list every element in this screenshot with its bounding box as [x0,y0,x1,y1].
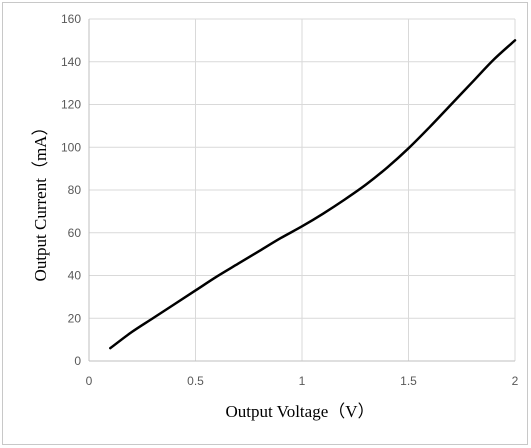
y-tick-label: 100 [61,140,81,154]
y-tick-label: 40 [68,269,82,283]
series-layer [109,39,517,350]
x-tick-label: 2 [512,374,519,388]
x-tick-label: 0 [86,374,93,388]
chart-frame [2,2,528,445]
y-axis-title: Output Current（mA） [31,119,50,282]
x-tick-label: 1 [299,374,306,388]
x-tick-label: 0.5 [187,374,204,388]
y-tick-label: 140 [61,55,81,69]
x-axis-title: Output Voltage（V） [225,402,374,421]
x-tick-label: 1.5 [400,374,417,388]
axes [88,19,515,362]
y-tick-label: 20 [68,311,82,325]
tick-labels: 0 20 40 60 80 100 120 140 160 0 0.5 1 1.5 2 [61,12,519,388]
gridlines [89,18,516,361]
y-tick-label: 80 [68,183,82,197]
y-tick-label: 160 [61,12,81,26]
y-tick-label: 120 [61,98,81,112]
y-tick-label: 60 [68,226,82,240]
y-tick-label: 0 [74,354,81,368]
series-line [109,39,517,350]
